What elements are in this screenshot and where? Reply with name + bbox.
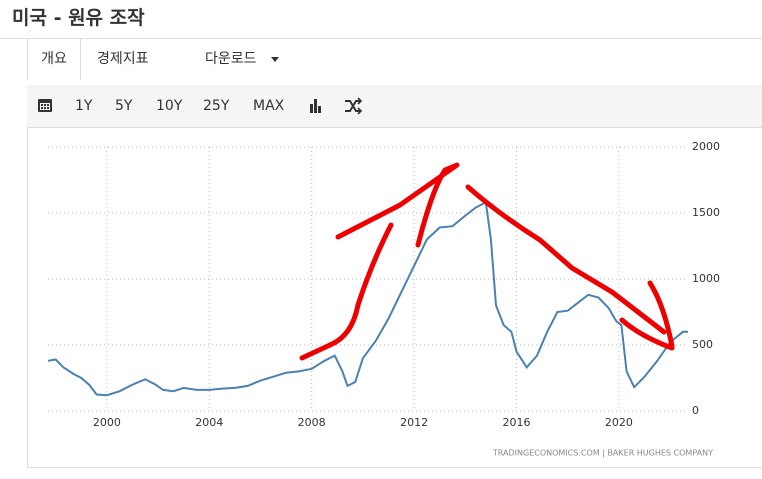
range-button[interactable]: MAX xyxy=(253,98,285,114)
range-button[interactable]: 1Y xyxy=(75,98,93,114)
page-title: 미국 - 원유 조작 xyxy=(12,7,145,29)
y-tick-label: 1500 xyxy=(692,206,720,219)
tab[interactable]: 다운로드 xyxy=(205,51,257,67)
x-tick-label: 2016 xyxy=(502,416,530,429)
x-tick-label: 2000 xyxy=(93,416,121,429)
red-annotations xyxy=(299,162,675,361)
y-tick-label: 500 xyxy=(692,338,713,351)
y-tick-label: 0 xyxy=(692,404,699,417)
source-note: TRADINGECONOMICS.COM | BAKER HUGHES COMP… xyxy=(492,449,713,458)
range-button[interactable]: 5Y xyxy=(115,98,133,114)
shuffle-icon[interactable] xyxy=(345,97,363,115)
toolbar: 1Y 5Y 10Y 25Y MAX xyxy=(27,85,762,128)
x-tick-label: 2008 xyxy=(298,416,326,429)
y-tick-label: 1000 xyxy=(692,272,720,285)
range-button[interactable]: 10Y xyxy=(156,98,183,114)
plot-area: 0 500 1000 1500 2000 2000 2004 2008 2012 2016 2020 xyxy=(47,140,720,429)
x-tick-label: 2012 xyxy=(400,416,428,429)
tab-bar: 개요 경제지표 다운로드 xyxy=(0,38,762,81)
calendar-icon[interactable] xyxy=(38,99,52,112)
bar-chart-icon[interactable] xyxy=(310,99,321,113)
x-tick-label: 2020 xyxy=(605,416,633,429)
range-button[interactable]: 25Y xyxy=(203,98,230,114)
data-line xyxy=(47,200,688,397)
x-tick-label: 2004 xyxy=(195,416,223,429)
y-tick-label: 2000 xyxy=(692,140,720,153)
tab[interactable]: 개요 xyxy=(27,39,81,80)
tab[interactable]: 경제지표 xyxy=(97,51,149,67)
dropdown-caret[interactable] xyxy=(271,57,279,62)
